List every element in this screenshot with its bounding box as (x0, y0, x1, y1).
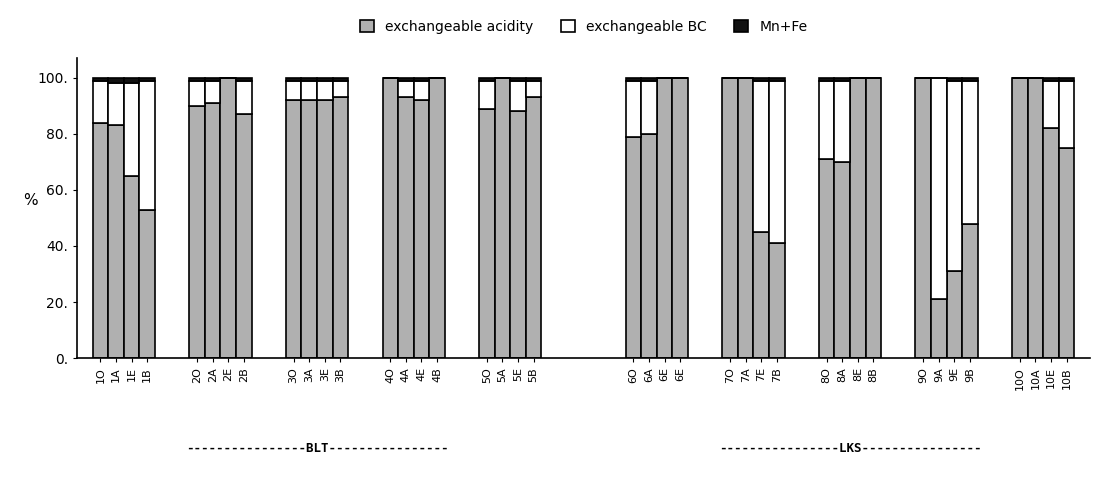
Bar (835, 162, 850, 358)
Bar (947, 271, 962, 358)
Bar (205, 80, 220, 103)
Bar (429, 78, 445, 358)
Bar (947, 78, 962, 80)
Bar (108, 125, 123, 358)
Bar (140, 78, 155, 80)
Bar (947, 80, 962, 271)
Bar (286, 80, 302, 100)
Bar (510, 78, 526, 80)
Bar (641, 80, 657, 134)
Bar (399, 80, 414, 97)
Bar (738, 78, 753, 358)
Bar (317, 100, 333, 358)
Bar (1044, 80, 1059, 128)
Bar (1012, 78, 1027, 358)
Bar (399, 97, 414, 358)
Bar (220, 78, 236, 358)
Bar (302, 78, 317, 80)
Bar (189, 80, 205, 106)
Bar (302, 100, 317, 358)
Bar (931, 299, 947, 358)
Bar (333, 78, 348, 80)
Bar (414, 80, 429, 100)
Bar (140, 80, 155, 210)
Bar (140, 210, 155, 358)
Bar (123, 176, 140, 358)
Bar (931, 78, 947, 299)
Bar (625, 136, 641, 358)
Bar (1059, 78, 1075, 80)
Bar (494, 78, 510, 358)
Bar (108, 83, 123, 125)
Bar (962, 224, 978, 358)
Bar (526, 80, 542, 97)
Bar (236, 80, 252, 114)
Bar (382, 78, 399, 358)
Bar (317, 80, 333, 100)
Bar (819, 78, 835, 80)
Bar (526, 97, 542, 358)
Bar (510, 111, 526, 358)
Bar (286, 100, 302, 358)
Bar (835, 80, 850, 162)
Bar (768, 243, 785, 358)
Bar (108, 78, 123, 83)
Bar (1044, 128, 1059, 358)
Bar (850, 78, 865, 358)
Bar (641, 134, 657, 358)
Bar (123, 78, 140, 83)
Bar (657, 78, 673, 358)
Bar (510, 80, 526, 111)
Bar (236, 114, 252, 358)
Bar (865, 78, 881, 358)
Bar (92, 78, 108, 80)
Y-axis label: %: % (23, 193, 37, 208)
Bar (1059, 148, 1075, 358)
Bar (753, 78, 768, 80)
Bar (333, 80, 348, 97)
Bar (1059, 80, 1075, 148)
Bar (286, 78, 302, 80)
Bar (479, 108, 494, 358)
Bar (414, 78, 429, 80)
Bar (915, 78, 931, 358)
Bar (317, 78, 333, 80)
Bar (236, 78, 252, 80)
Bar (819, 159, 835, 358)
Bar (768, 78, 785, 80)
Bar (819, 80, 835, 159)
Text: ----------------LKS----------------: ----------------LKS---------------- (719, 442, 981, 455)
Bar (673, 78, 688, 358)
Bar (1044, 78, 1059, 80)
Bar (479, 80, 494, 108)
Bar (92, 80, 108, 122)
Bar (526, 78, 542, 80)
Bar (835, 78, 850, 80)
Bar (625, 78, 641, 80)
Bar (414, 100, 429, 358)
Bar (189, 78, 205, 80)
Legend: exchangeable acidity, exchangeable BC, Mn+Fe: exchangeable acidity, exchangeable BC, M… (355, 14, 813, 39)
Bar (1027, 78, 1044, 358)
Bar (753, 232, 768, 358)
Bar (753, 80, 768, 232)
Bar (189, 106, 205, 358)
Text: ----------------BLT----------------: ----------------BLT---------------- (186, 442, 448, 455)
Bar (333, 97, 348, 358)
Bar (962, 80, 978, 224)
Bar (205, 103, 220, 358)
Bar (123, 83, 140, 176)
Bar (92, 122, 108, 358)
Bar (625, 80, 641, 136)
Bar (962, 78, 978, 80)
Bar (722, 78, 738, 358)
Bar (302, 80, 317, 100)
Bar (399, 78, 414, 80)
Bar (641, 78, 657, 80)
Bar (205, 78, 220, 80)
Bar (479, 78, 494, 80)
Bar (768, 80, 785, 243)
